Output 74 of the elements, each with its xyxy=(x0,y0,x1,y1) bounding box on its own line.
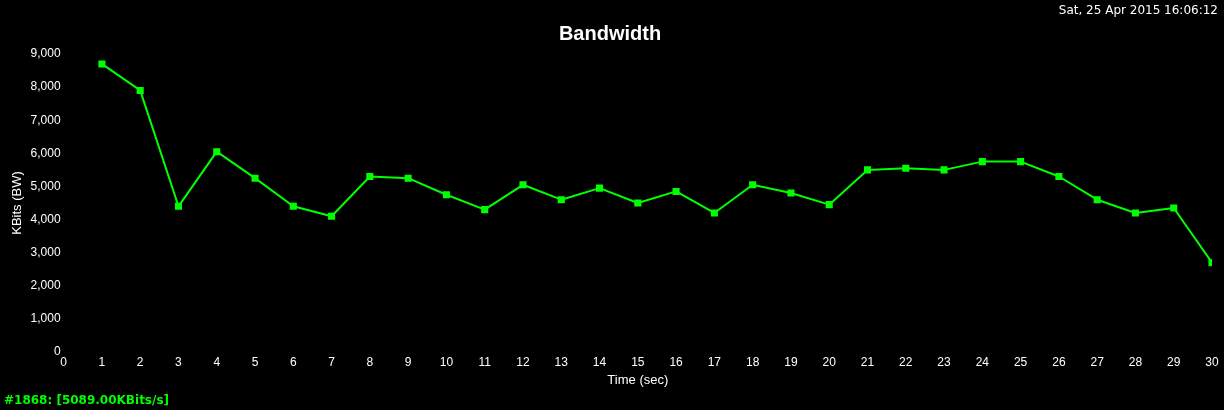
point xyxy=(787,189,795,197)
text: #1868: [5089.00KBits/s] xyxy=(4,393,170,408)
x-tick-label: 9 xyxy=(404,354,412,369)
x-tick-label: 7 xyxy=(328,354,336,369)
point xyxy=(136,86,144,94)
point xyxy=(1017,158,1025,166)
x-tick-label: 29 xyxy=(1167,354,1181,369)
x-tick-label: 28 xyxy=(1128,354,1143,369)
point xyxy=(442,191,450,199)
point xyxy=(251,174,259,182)
point xyxy=(672,187,680,195)
point xyxy=(940,166,948,174)
point xyxy=(863,166,872,174)
x-tick-label: 20 xyxy=(822,354,837,369)
point xyxy=(366,172,374,181)
x-tick-label: 14 xyxy=(592,354,607,369)
y-tick-label: 2,000 xyxy=(30,278,61,293)
point xyxy=(978,158,986,166)
point xyxy=(596,184,604,192)
x-tick-label: 16 xyxy=(669,354,684,369)
x-tick-label: 23 xyxy=(937,354,952,369)
y-tick-label: 1,000 xyxy=(30,311,61,326)
text: Sat, 25 Apr 2015 16:06:12 xyxy=(1058,3,1218,18)
x-tick-label: 3 xyxy=(175,354,183,369)
point xyxy=(404,174,412,182)
y-tick-label: 5,000 xyxy=(30,178,61,193)
x-tick-label: 4 xyxy=(213,354,221,369)
y-tick-label: 4,000 xyxy=(30,211,61,226)
y-axis-title: KBits (BW) xyxy=(9,171,25,235)
point xyxy=(98,60,106,68)
point xyxy=(557,196,565,204)
point xyxy=(825,201,833,209)
point xyxy=(710,209,718,217)
x-tick-label: 22 xyxy=(899,354,913,369)
x-tick-label: 5 xyxy=(251,354,259,369)
x-tick-label: 10 xyxy=(439,354,454,369)
x-tick-label: 13 xyxy=(554,354,569,369)
y-tick-label: 9,000 xyxy=(30,46,61,61)
x-tick-label: 15 xyxy=(631,354,645,369)
y-tick-label: 8,000 xyxy=(30,79,61,94)
x-tick-label: 18 xyxy=(745,354,760,369)
point xyxy=(481,206,489,214)
point xyxy=(1093,196,1101,204)
y-tick-label: 7,000 xyxy=(30,112,61,127)
x-tick-label: 17 xyxy=(707,354,722,369)
point xyxy=(174,202,182,210)
x-tick-label: 2 xyxy=(136,354,144,369)
x-tick-label: 12 xyxy=(516,354,530,369)
x-tick-label: 26 xyxy=(1052,354,1066,369)
point xyxy=(1055,172,1063,181)
y-tick-label: 0 xyxy=(53,344,61,359)
x-tick-label: 30 xyxy=(1205,354,1219,369)
y-tick-label: 3,000 xyxy=(30,244,61,259)
x-tick-label: 8 xyxy=(366,354,374,369)
point xyxy=(902,164,910,172)
point xyxy=(328,212,336,220)
x-tick-label: 27 xyxy=(1090,354,1105,369)
point xyxy=(213,148,221,156)
x-tick-label: 25 xyxy=(1013,354,1028,369)
y-tick-label: 6,000 xyxy=(30,145,61,160)
x-tick-label: 19 xyxy=(784,354,798,369)
point xyxy=(1170,204,1178,212)
x-tick-label: 21 xyxy=(860,354,875,369)
chart-title: Bandwidth xyxy=(558,21,662,44)
point xyxy=(289,202,297,210)
point xyxy=(1131,209,1139,217)
point xyxy=(749,181,757,189)
point xyxy=(634,199,642,207)
point xyxy=(519,181,527,189)
x-tick-label: 24 xyxy=(975,354,990,369)
x-tick-label: 1 xyxy=(98,354,106,369)
x-tick-label: 11 xyxy=(478,354,492,369)
x-tick-label: 6 xyxy=(289,354,297,369)
x-axis-title: Time (sec) xyxy=(607,371,669,387)
